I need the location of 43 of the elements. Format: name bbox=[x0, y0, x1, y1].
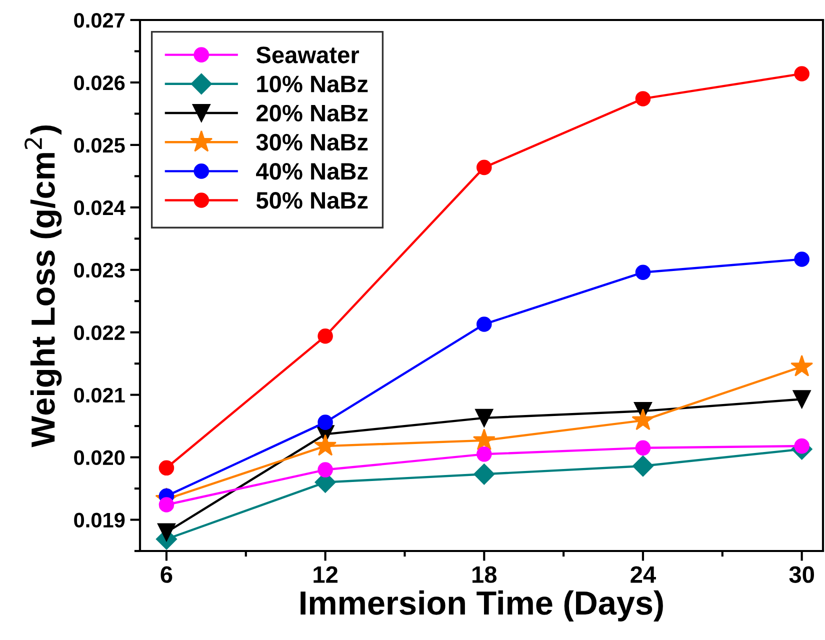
legend-label: 30% NaBz bbox=[256, 134, 368, 151]
y-tick-label: 0.020 bbox=[74, 450, 125, 466]
point bbox=[635, 91, 651, 106]
y-tick-label: 0.026 bbox=[74, 75, 125, 90]
legend-label: 50% NaBz bbox=[256, 192, 368, 209]
point bbox=[635, 440, 651, 456]
legend-label: 10% NaBz bbox=[257, 76, 368, 92]
legend-label: Seawater bbox=[256, 46, 360, 64]
y-tick-label: 0.021 bbox=[74, 388, 125, 403]
x-tick-label: 12 bbox=[314, 566, 338, 583]
point bbox=[318, 414, 333, 430]
point bbox=[790, 354, 814, 376]
point bbox=[635, 264, 651, 280]
point bbox=[476, 160, 492, 176]
y-tick-label: 0.023 bbox=[74, 262, 125, 278]
point bbox=[474, 464, 495, 485]
x-axis-title: Immersion Time (Days) bbox=[300, 590, 663, 622]
point bbox=[472, 428, 496, 450]
y-tick-label: 0.027 bbox=[74, 13, 125, 28]
x-tick-label: 18 bbox=[472, 566, 497, 583]
x-tick-label: 24 bbox=[630, 566, 656, 583]
point bbox=[476, 446, 492, 462]
y-tick-label: 0.024 bbox=[74, 200, 126, 216]
point bbox=[157, 523, 176, 542]
y-tick-label: 0.022 bbox=[74, 325, 125, 340]
point bbox=[158, 460, 174, 476]
point bbox=[792, 390, 811, 408]
y-tick-label: 0.025 bbox=[74, 138, 125, 153]
point bbox=[794, 252, 810, 267]
x-tick-label: 6 bbox=[160, 566, 172, 583]
point bbox=[632, 456, 654, 477]
point bbox=[318, 328, 333, 344]
point bbox=[476, 316, 492, 332]
point bbox=[314, 434, 337, 456]
point bbox=[318, 462, 333, 478]
legend-label: 20% NaBz bbox=[256, 104, 368, 122]
legend-label: 40% NaBz bbox=[256, 162, 368, 180]
point bbox=[632, 408, 654, 430]
y-tick-label: 0.019 bbox=[74, 512, 125, 528]
y-axis-title: Weight Loss (g/cm$^{2}$) bbox=[24, 126, 62, 448]
x-tick-label: 30 bbox=[789, 566, 814, 583]
point bbox=[475, 408, 494, 427]
point bbox=[794, 66, 810, 82]
